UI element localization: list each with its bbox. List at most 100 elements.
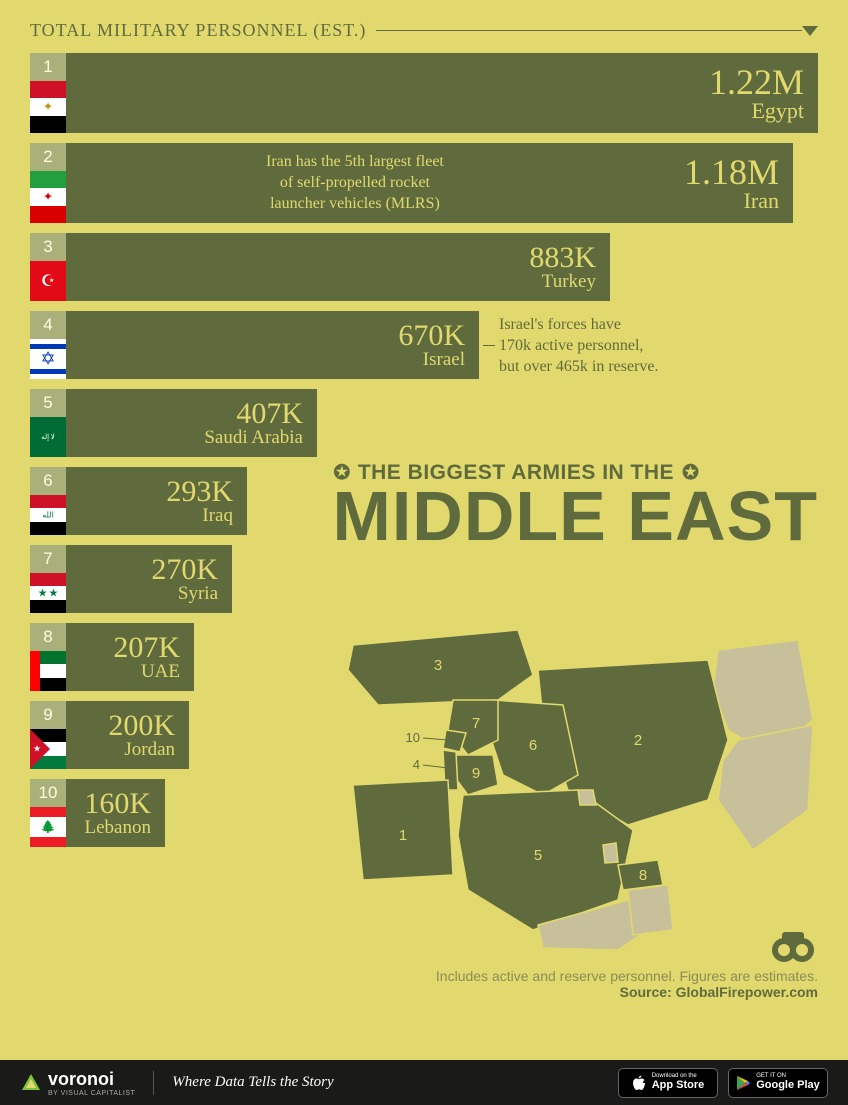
bar-row: 5لا إله 407KSaudi Arabia [30, 389, 818, 457]
rank-number: 5 [30, 389, 66, 417]
bar: 293KIraq [66, 467, 247, 535]
source-label: Source: [620, 984, 672, 1000]
flag-iraq: الله [30, 495, 66, 535]
bar-country: Iran [684, 189, 779, 212]
svg-text:10: 10 [406, 730, 420, 745]
app-store-badge[interactable]: Download on theApp Store [618, 1068, 718, 1098]
rank-number: 8 [30, 623, 66, 651]
bar: 883KTurkey [66, 233, 610, 301]
bar-country: Lebanon [84, 818, 151, 838]
rank-number: 10 [30, 779, 66, 807]
svg-text:4: 4 [413, 757, 420, 772]
binoculars-icon [768, 920, 818, 970]
flag-uae [30, 651, 66, 691]
apple-icon [632, 1075, 646, 1091]
flag-turkey: ☪ [30, 261, 66, 301]
bar-label: 293KIraq [166, 476, 233, 525]
rank-column: 8 [30, 623, 66, 691]
bar-country: Egypt [709, 99, 804, 122]
svg-text:3: 3 [434, 657, 442, 674]
source-value: GlobalFirepower.com [676, 984, 818, 1000]
bottom-bar: voronoi BY VISUAL CAPITALIST Where Data … [0, 1060, 848, 1105]
rank-column: 2✦ [30, 143, 66, 223]
title-block: ✪ THE BIGGEST ARMIES IN THE ✪ MIDDLE EAS… [333, 460, 818, 548]
bar-value: 293K [166, 476, 233, 508]
bar: 160KLebanon [66, 779, 165, 847]
rank-column: 10🌲 [30, 779, 66, 847]
svg-text:7: 7 [472, 715, 480, 732]
svg-text:8: 8 [639, 867, 647, 884]
rank-number: 3 [30, 233, 66, 261]
footer-note: Includes active and reserve personnel. F… [436, 968, 818, 1000]
brand-logo[interactable]: voronoi BY VISUAL CAPITALIST [20, 1069, 135, 1097]
bar-label: 1.22MEgypt [709, 64, 804, 123]
flag-iran: ✦ [30, 171, 66, 223]
brand-sub: BY VISUAL CAPITALIST [48, 1090, 135, 1097]
bar-country: Israel [398, 350, 465, 370]
divider [153, 1071, 154, 1095]
bar-row: 4✡ 670KIsrael Israel's forces have 170k ac… [30, 311, 818, 379]
bar-value: 160K [84, 788, 151, 820]
rank-number: 6 [30, 467, 66, 495]
svg-text:5: 5 [534, 847, 542, 864]
flag-syria: ★★ [30, 573, 66, 613]
flag-israel: ✡ [30, 339, 66, 379]
title-main: MIDDLE EAST [333, 485, 818, 548]
bar-country: Turkey [529, 272, 596, 292]
rank-number: 2 [30, 143, 66, 171]
bar-value: 1.18M [684, 154, 779, 192]
bar-row: 3☪ 883KTurkey [30, 233, 818, 301]
bar-value: 407K [204, 398, 303, 430]
bar: 1.22MEgypt [66, 53, 818, 133]
logo-icon [20, 1072, 42, 1094]
tagline: Where Data Tells the Story [172, 1074, 333, 1091]
bar-value: 670K [398, 320, 465, 352]
bar-label: 207KUAE [113, 632, 180, 681]
bar-country: UAE [113, 662, 180, 682]
bar-label: 1.18MIran [684, 154, 779, 213]
brand-name: voronoi [48, 1069, 135, 1090]
bar-label: 160KLebanon [84, 788, 151, 837]
header: TOTAL MILITARY PERSONNEL (EST.) [30, 20, 818, 41]
bar-value: 207K [113, 632, 180, 664]
rank-column: 3☪ [30, 233, 66, 301]
rank-column: 4✡ [30, 311, 66, 379]
bar-label: 270KSyria [151, 554, 218, 603]
svg-text:9: 9 [472, 765, 480, 782]
bar: 1.18MIranIran has the 5th largest fleet … [66, 143, 793, 223]
annotation: Israel's forces have 170k active personn… [499, 315, 659, 377]
bar: 670KIsrael [66, 311, 479, 379]
soldier-icon: ✪ [333, 460, 350, 485]
svg-text:6: 6 [529, 737, 537, 754]
bar-value: 883K [529, 242, 596, 274]
rank-number: 1 [30, 53, 66, 81]
bar: 207KUAE [66, 623, 194, 691]
footer-note-text: Includes active and reserve personnel. F… [436, 968, 818, 984]
bar-label: 200KJordan [108, 710, 175, 759]
bar-label: 883KTurkey [529, 242, 596, 291]
chevron-down-icon [802, 26, 818, 36]
badge-big: Google Play [756, 1079, 820, 1091]
flag-egypt: ✦ [30, 81, 66, 133]
bar: 200KJordan [66, 701, 189, 769]
header-line [376, 30, 802, 31]
region-map: 32679158104 [318, 590, 818, 950]
rank-column: 9★ [30, 701, 66, 769]
bar-row: 1✦ 1.22MEgypt [30, 53, 818, 133]
rank-column: 6الله [30, 467, 66, 535]
flag-jordan: ★ [30, 729, 66, 769]
rank-number: 7 [30, 545, 66, 573]
flag-saudi-arabia: لا إله [30, 417, 66, 457]
bar-country: Jordan [108, 740, 175, 760]
rank-column: 7★★ [30, 545, 66, 613]
google-play-badge[interactable]: GET IT ONGoogle Play [728, 1068, 828, 1098]
bar-country: Syria [151, 584, 218, 604]
header-title: TOTAL MILITARY PERSONNEL (EST.) [30, 20, 366, 41]
play-icon [736, 1075, 750, 1091]
bar-value: 1.22M [709, 64, 804, 102]
bar-label: 670KIsrael [398, 320, 465, 369]
bar-label: 407KSaudi Arabia [204, 398, 303, 447]
bar-row: 2✦1.18MIranIran has the 5th largest flee… [30, 143, 818, 223]
rank-column: 1✦ [30, 53, 66, 133]
bar-country: Saudi Arabia [204, 428, 303, 448]
